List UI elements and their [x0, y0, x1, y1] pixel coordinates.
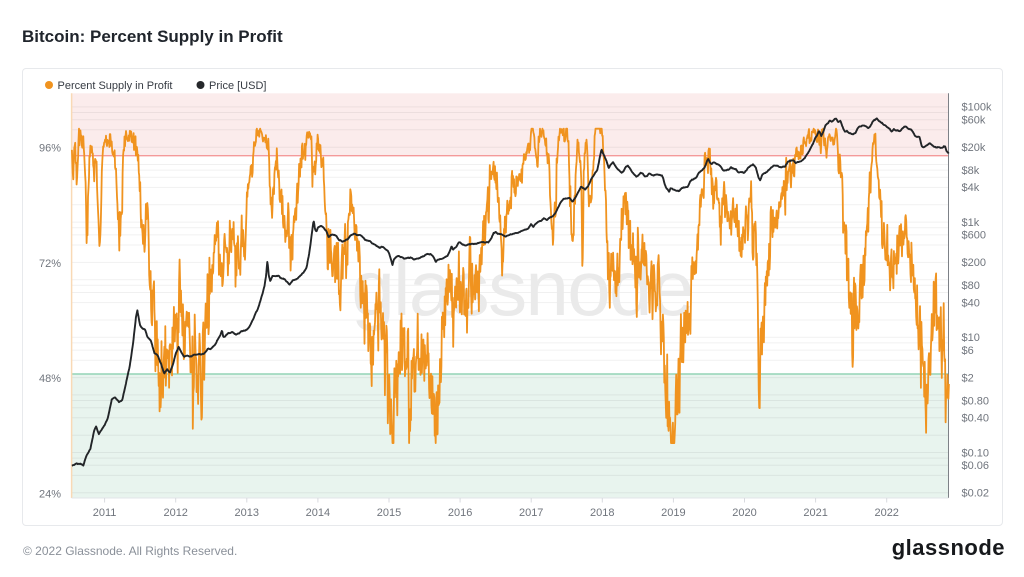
svg-text:$8k: $8k [962, 165, 980, 177]
svg-text:2015: 2015 [377, 507, 401, 519]
svg-text:$600: $600 [962, 230, 986, 242]
svg-text:$0.10: $0.10 [962, 447, 990, 459]
svg-text:2018: 2018 [590, 507, 614, 519]
svg-text:$200: $200 [962, 257, 986, 269]
svg-text:2022: 2022 [874, 507, 898, 519]
svg-text:2016: 2016 [448, 507, 472, 519]
svg-text:24%: 24% [39, 488, 61, 500]
svg-text:2017: 2017 [519, 507, 543, 519]
svg-text:2021: 2021 [803, 507, 827, 519]
svg-text:$10: $10 [962, 332, 980, 344]
svg-text:$40: $40 [962, 297, 980, 309]
svg-text:$0.40: $0.40 [962, 413, 990, 425]
svg-text:Percent Supply in Profit: Percent Supply in Profit [58, 80, 173, 92]
svg-text:$0.06: $0.06 [962, 460, 990, 472]
svg-text:$100k: $100k [962, 102, 992, 114]
svg-text:2011: 2011 [93, 507, 117, 519]
svg-text:72%: 72% [39, 258, 61, 270]
svg-text:2020: 2020 [732, 507, 756, 519]
svg-text:Price [USD]: Price [USD] [209, 80, 266, 92]
svg-text:$80: $80 [962, 280, 980, 292]
svg-text:2012: 2012 [163, 507, 187, 519]
svg-text:$0.80: $0.80 [962, 395, 990, 407]
svg-text:2014: 2014 [306, 507, 330, 519]
svg-text:$20k: $20k [962, 142, 986, 154]
svg-text:$6: $6 [962, 345, 974, 357]
svg-text:48%: 48% [39, 373, 61, 385]
svg-text:2019: 2019 [661, 507, 685, 519]
svg-text:2013: 2013 [235, 507, 259, 519]
svg-text:$0.02: $0.02 [962, 488, 990, 500]
svg-text:$2: $2 [962, 372, 974, 384]
svg-text:96%: 96% [39, 143, 61, 155]
svg-text:$1k: $1k [962, 217, 980, 229]
svg-text:$4k: $4k [962, 182, 980, 194]
svg-text:$60k: $60k [962, 115, 986, 127]
